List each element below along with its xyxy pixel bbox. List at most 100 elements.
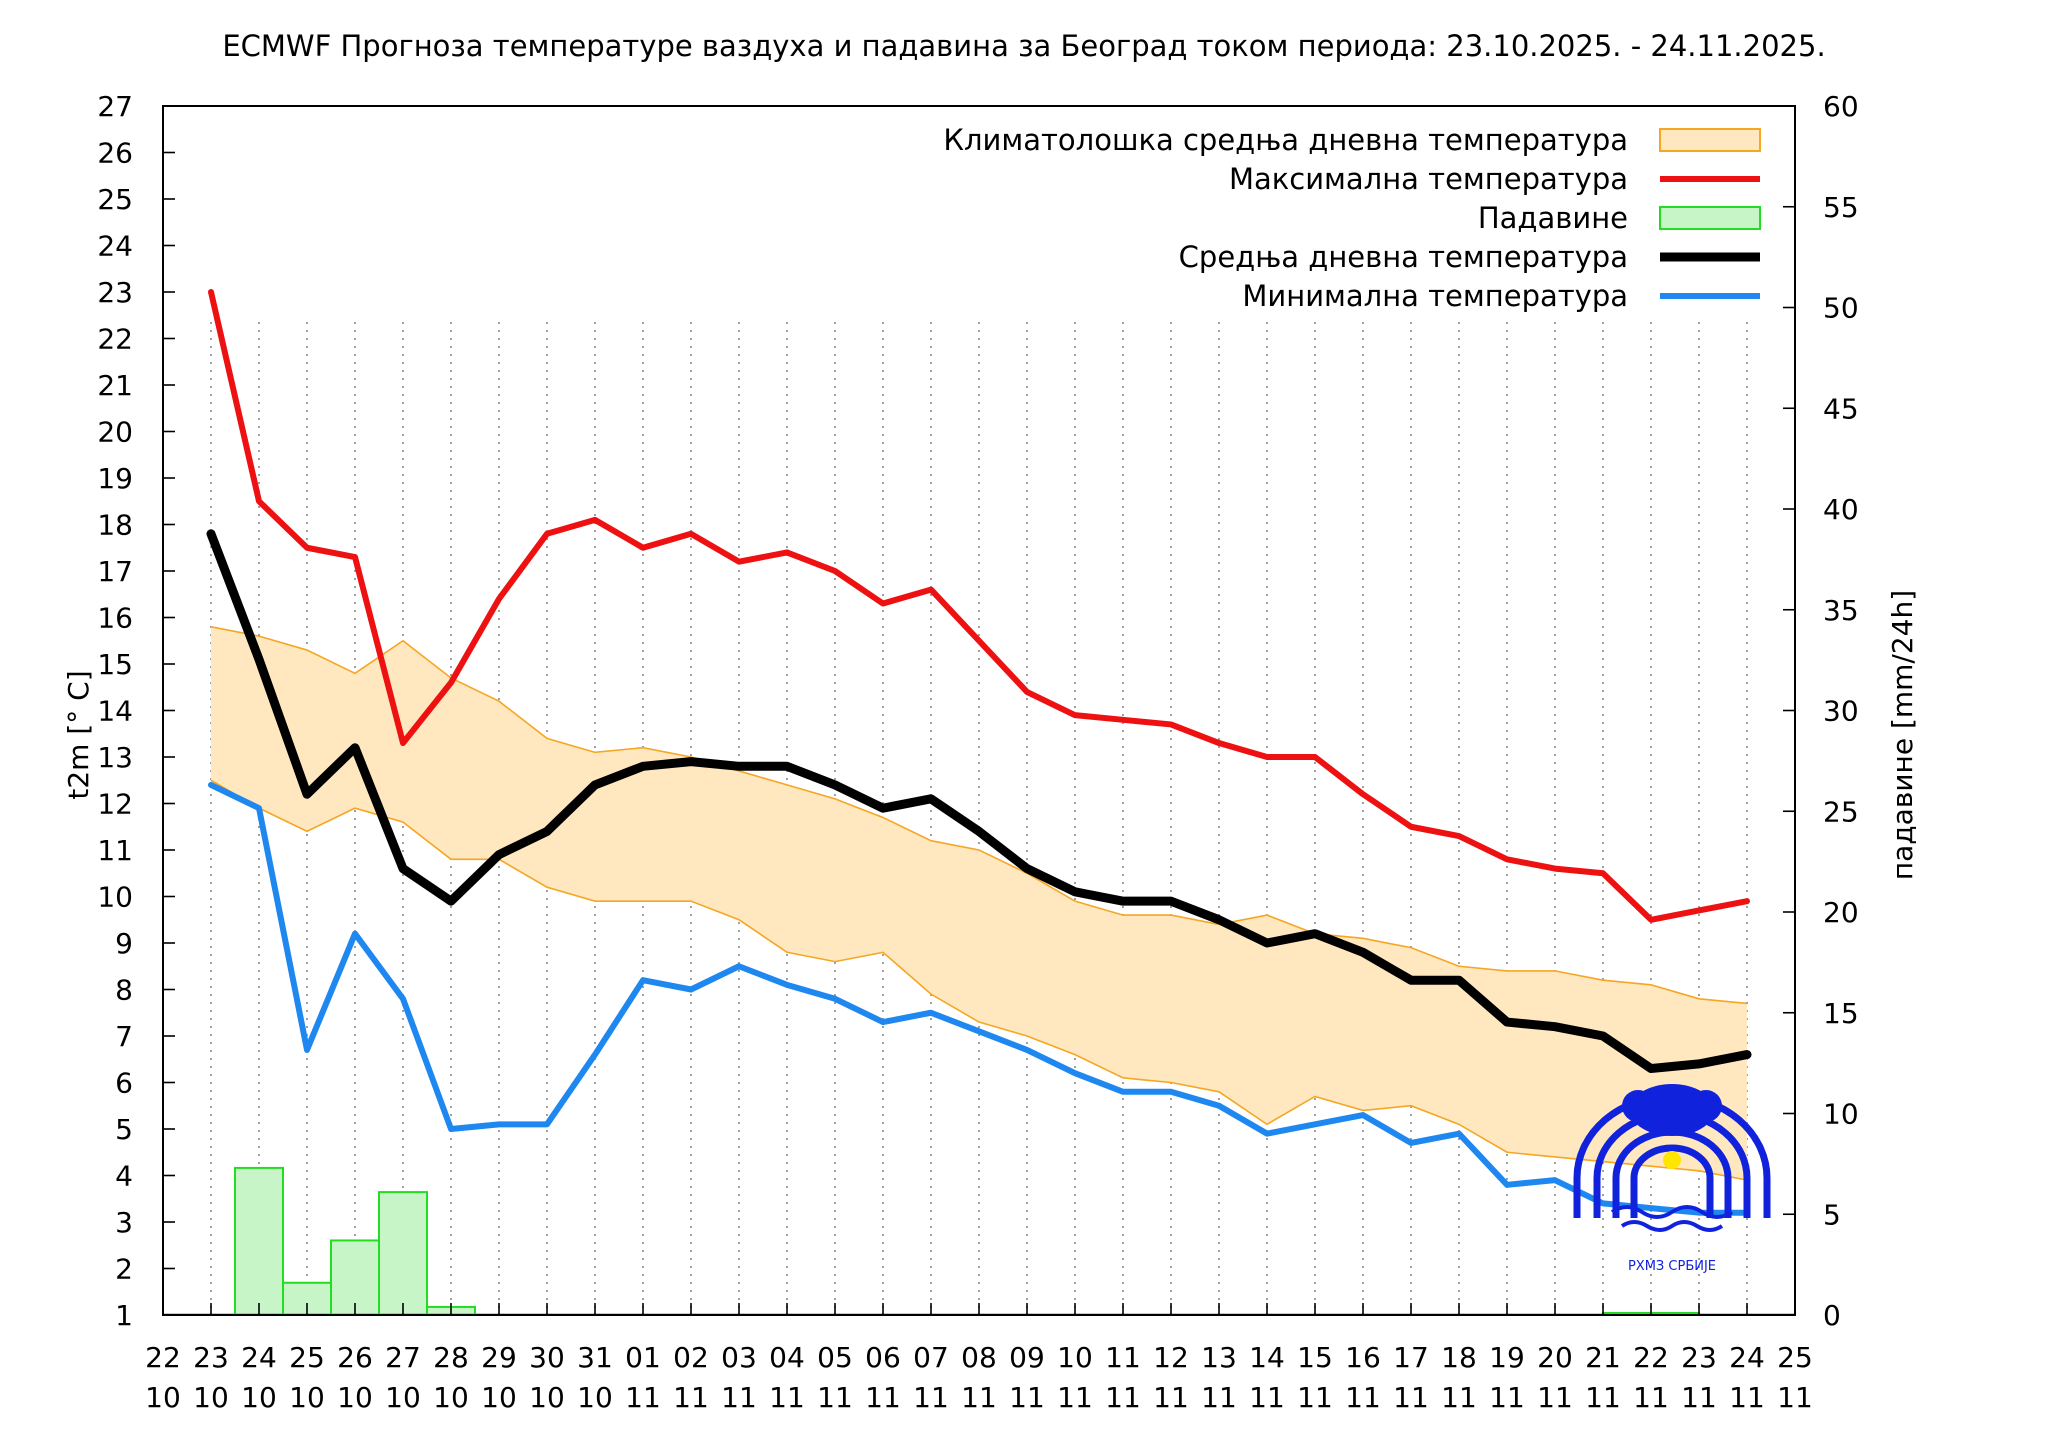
y-tick-label: 19 <box>97 462 133 495</box>
y2-tick-label: 60 <box>1823 90 1859 123</box>
x-tick-month: 10 <box>529 1381 565 1414</box>
logo-text: РХМЗ СРБИЈЕ <box>1628 1259 1716 1274</box>
x-tick-month: 11 <box>1441 1381 1477 1414</box>
x-tick-month: 10 <box>385 1381 421 1414</box>
y2-tick-label: 30 <box>1823 695 1859 728</box>
x-tick-day: 23 <box>1681 1341 1717 1374</box>
y-tick-label: 18 <box>97 509 133 542</box>
y-tick-label: 17 <box>97 555 133 588</box>
y-tick-label: 8 <box>115 974 133 1007</box>
chart-title: ECMWF Прогноза температуре ваздуха и пад… <box>222 29 1825 63</box>
x-tick-month: 11 <box>1249 1381 1285 1414</box>
logo-sun <box>1663 1151 1681 1169</box>
y-tick-label: 7 <box>115 1020 133 1053</box>
x-tick-month: 11 <box>1729 1381 1765 1414</box>
y2-tick-label: 5 <box>1823 1198 1841 1231</box>
x-tick-day: 09 <box>1009 1341 1045 1374</box>
x-tick-day: 31 <box>577 1341 613 1374</box>
x-tick-day: 15 <box>1297 1341 1333 1374</box>
x-tick-month: 11 <box>1297 1381 1333 1414</box>
rhmz-logo: РХМЗ СРБИЈЕ <box>1573 1084 1771 1274</box>
x-tick-day: 01 <box>625 1341 661 1374</box>
legend-label: Максимална температура <box>1229 162 1628 196</box>
x-tick-day: 25 <box>1777 1341 1813 1374</box>
y-tick-label: 20 <box>97 416 133 449</box>
y-tick-label: 21 <box>97 369 133 402</box>
x-tick-day: 27 <box>385 1341 421 1374</box>
x-tick-day: 06 <box>865 1341 901 1374</box>
y-tick-label: 26 <box>97 137 133 170</box>
logo-cloud-left <box>1622 1090 1654 1122</box>
x-tick-month: 11 <box>865 1381 901 1414</box>
y-tick-label: 13 <box>97 741 133 774</box>
series-min-line <box>208 781 1750 1216</box>
y-tick-label: 1 <box>115 1299 133 1332</box>
x-tick-day: 19 <box>1489 1341 1525 1374</box>
x-tick-day: 26 <box>337 1341 373 1374</box>
y-tick-label: 14 <box>97 695 133 728</box>
precip-bar <box>234 1166 284 1317</box>
x-tick-day: 05 <box>817 1341 853 1374</box>
x-tick-day: 08 <box>961 1341 997 1374</box>
x-tick-month: 11 <box>1057 1381 1093 1414</box>
y2-tick-label: 40 <box>1823 493 1859 526</box>
x-tick-day: 18 <box>1441 1341 1477 1374</box>
logo-cloud-right <box>1690 1090 1722 1122</box>
y-tick-label: 11 <box>97 834 133 867</box>
precipitation-bars <box>163 1166 1795 1317</box>
x-tick-month: 11 <box>1153 1381 1189 1414</box>
x-tick-day: 29 <box>481 1341 517 1374</box>
x-tick-month: 11 <box>1201 1381 1237 1414</box>
y2-tick-label: 25 <box>1823 795 1859 828</box>
x-tick-day: 30 <box>529 1341 565 1374</box>
y-tick-label: 2 <box>115 1253 133 1286</box>
y-tick-label: 3 <box>115 1206 133 1239</box>
x-tick-month: 11 <box>1537 1381 1573 1414</box>
precip-bar <box>378 1191 428 1316</box>
legend-label: Средња дневна температура <box>1179 240 1628 274</box>
logo-wave <box>1610 1205 1734 1219</box>
x-tick-month: 11 <box>817 1381 853 1414</box>
x-tick-day: 22 <box>145 1341 181 1374</box>
x-tick-day: 28 <box>433 1341 469 1374</box>
x-tick-month: 11 <box>1009 1381 1045 1414</box>
x-tick-day: 20 <box>1537 1341 1573 1374</box>
y-tick-label: 9 <box>115 927 133 960</box>
x-tick-month: 11 <box>1393 1381 1429 1414</box>
y2-tick-label: 15 <box>1823 997 1859 1030</box>
axes: 1234567891011121314151617181920212223242… <box>97 90 1858 1414</box>
climatology-band-upper <box>210 626 1748 1005</box>
y-tick-label: 24 <box>97 230 133 263</box>
x-tick-day: 24 <box>241 1341 277 1374</box>
x-tick-day: 13 <box>1201 1341 1237 1374</box>
x-tick-month: 11 <box>961 1381 997 1414</box>
x-tick-month: 10 <box>145 1381 181 1414</box>
series-mean-line <box>206 529 1752 1074</box>
x-tick-day: 16 <box>1345 1341 1381 1374</box>
x-tick-day: 07 <box>913 1341 949 1374</box>
y-tick-label: 25 <box>97 183 133 216</box>
y-tick-label: 22 <box>97 323 133 356</box>
x-tick-day: 25 <box>289 1341 325 1374</box>
x-tick-day: 23 <box>193 1341 229 1374</box>
legend-label: Минимална температура <box>1242 279 1628 313</box>
x-tick-month: 11 <box>625 1381 661 1414</box>
x-tick-month: 11 <box>1105 1381 1141 1414</box>
x-tick-month: 11 <box>769 1381 805 1414</box>
climatology-band-lower <box>210 779 1748 1181</box>
y-tick-label: 10 <box>97 881 133 914</box>
climatology-band <box>210 626 1748 1181</box>
y-tick-label: 15 <box>97 648 133 681</box>
y-tick-label: 5 <box>115 1113 133 1146</box>
y-tick-label: 23 <box>97 276 133 309</box>
x-tick-day: 17 <box>1393 1341 1429 1374</box>
x-tick-month: 10 <box>193 1381 229 1414</box>
legend-swatch-climatology <box>1659 128 1761 152</box>
x-tick-day: 21 <box>1585 1341 1621 1374</box>
x-tick-month: 11 <box>1345 1381 1381 1414</box>
climatology-band-area <box>211 626 1747 1181</box>
x-tick-day: 24 <box>1729 1341 1765 1374</box>
x-tick-month: 11 <box>913 1381 949 1414</box>
